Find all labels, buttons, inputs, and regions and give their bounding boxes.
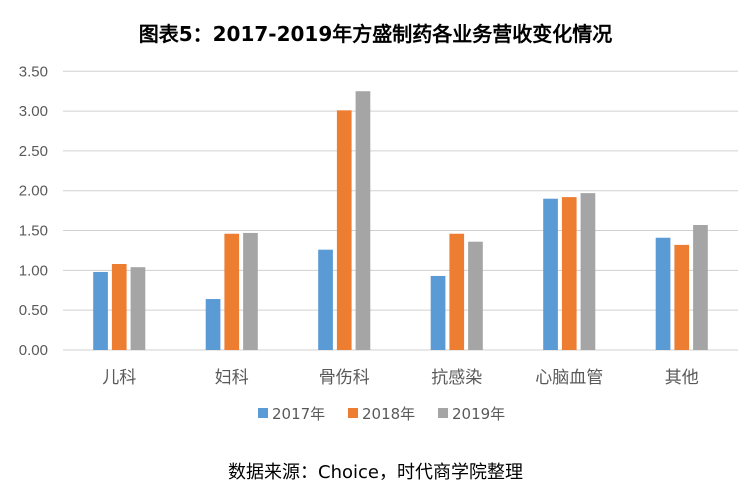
legend-label: 2018年 — [362, 405, 415, 423]
bar — [655, 237, 671, 350]
bar — [243, 232, 258, 350]
bar — [111, 264, 127, 350]
bar — [561, 197, 577, 350]
bar — [318, 249, 333, 350]
y-tick-label: 0.50 — [19, 302, 48, 319]
bar — [674, 244, 690, 350]
x-tick-label: 骨伤科 — [319, 368, 370, 388]
bar — [205, 299, 221, 350]
x-tick-label: 妇科 — [215, 368, 249, 388]
x-tick-label: 其他 — [665, 368, 699, 388]
bar — [449, 233, 465, 350]
legend-swatch — [438, 408, 448, 418]
y-tick-label: 0.00 — [19, 342, 48, 359]
legend-swatch — [258, 408, 268, 418]
y-tick-label: 3.00 — [19, 103, 48, 120]
y-tick-label: 3.50 — [19, 63, 48, 80]
bar — [336, 110, 352, 351]
bar — [224, 233, 240, 350]
bar — [93, 271, 108, 350]
bar — [130, 267, 146, 350]
y-tick-label: 2.00 — [19, 183, 48, 200]
bar — [355, 91, 371, 350]
bar — [580, 193, 596, 350]
bar — [468, 241, 483, 350]
legend-swatch — [348, 408, 358, 418]
legend-label: 2017年 — [272, 405, 325, 423]
bar — [430, 275, 446, 350]
x-tick-label: 儿科 — [102, 368, 136, 388]
y-tick-label: 1.50 — [19, 223, 48, 240]
x-tick-label: 心脑血管 — [535, 368, 603, 388]
legend-label: 2019年 — [452, 405, 505, 423]
source-note: 数据来源：Choice，时代商学院整理 — [228, 462, 523, 483]
chart-title: 图表5：2017-2019年方盛制药各业务营收变化情况 — [138, 22, 613, 46]
y-tick-label: 1.00 — [19, 262, 48, 279]
y-tick-label: 2.50 — [19, 143, 48, 160]
bar — [543, 198, 558, 350]
x-tick-label: 抗感染 — [431, 368, 482, 388]
bar — [693, 224, 708, 350]
